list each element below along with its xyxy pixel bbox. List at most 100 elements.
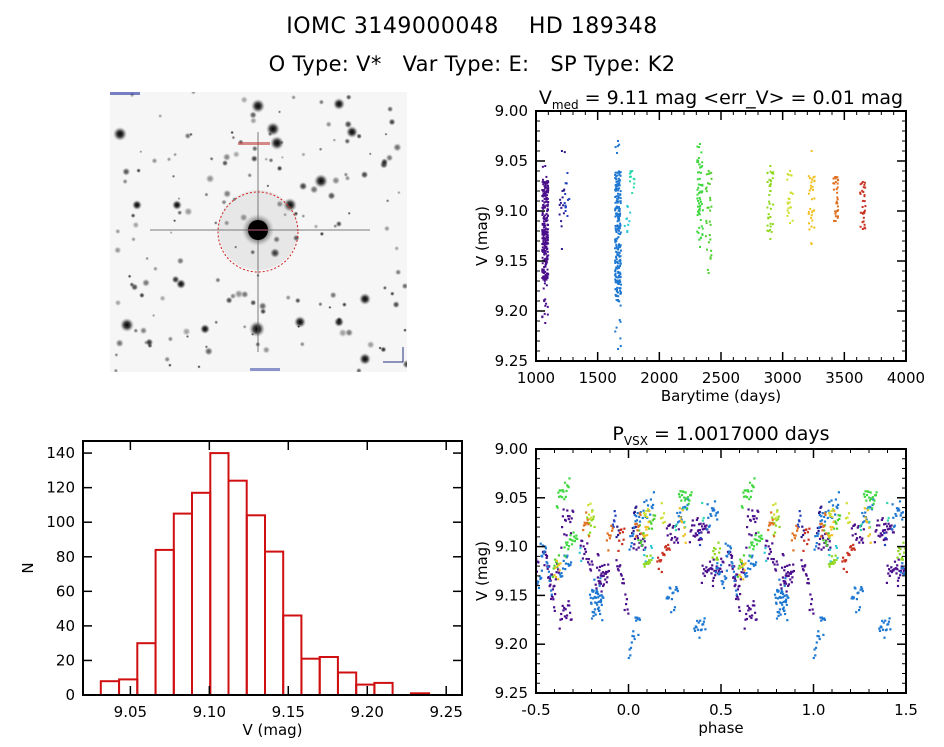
data-point bbox=[834, 220, 837, 222]
star bbox=[251, 145, 258, 152]
data-point bbox=[708, 525, 711, 528]
data-point bbox=[567, 562, 570, 566]
data-point bbox=[745, 617, 748, 621]
data-point bbox=[901, 518, 904, 521]
data-point bbox=[829, 525, 832, 528]
data-point bbox=[718, 572, 721, 575]
data-point bbox=[555, 559, 558, 562]
data-point bbox=[671, 526, 674, 529]
data-point bbox=[598, 565, 602, 568]
data-point bbox=[859, 183, 862, 186]
data-point bbox=[652, 514, 655, 517]
data-point bbox=[614, 171, 617, 174]
data-point bbox=[833, 527, 836, 530]
data-point bbox=[580, 559, 583, 562]
x-axis-label: V (mag) bbox=[242, 721, 302, 739]
data-point bbox=[600, 603, 603, 606]
data-point bbox=[542, 268, 545, 271]
star bbox=[215, 277, 221, 283]
data-point bbox=[647, 520, 650, 524]
data-point bbox=[826, 516, 829, 520]
data-point bbox=[730, 554, 734, 558]
data-point bbox=[544, 237, 547, 240]
data-point bbox=[543, 233, 546, 236]
data-point bbox=[808, 222, 810, 225]
data-point bbox=[845, 559, 848, 562]
data-point bbox=[541, 262, 544, 265]
data-point bbox=[619, 190, 622, 193]
data-point bbox=[619, 200, 622, 203]
data-point bbox=[790, 581, 793, 584]
data-point bbox=[822, 524, 826, 527]
data-point bbox=[787, 583, 790, 586]
data-point bbox=[758, 540, 761, 543]
data-point bbox=[754, 520, 757, 524]
data-point bbox=[751, 554, 754, 557]
data-point bbox=[780, 602, 783, 605]
data-point bbox=[546, 203, 549, 206]
data-point bbox=[789, 222, 792, 224]
data-point bbox=[783, 582, 786, 585]
data-point bbox=[798, 510, 801, 513]
data-point bbox=[751, 614, 754, 617]
star bbox=[294, 211, 298, 216]
data-point bbox=[768, 521, 771, 524]
data-point bbox=[645, 499, 648, 502]
data-point bbox=[888, 568, 891, 571]
data-point bbox=[884, 619, 887, 622]
data-point bbox=[810, 603, 813, 606]
data-point bbox=[548, 585, 551, 588]
data-point bbox=[653, 517, 656, 520]
data-point bbox=[644, 513, 647, 516]
star bbox=[331, 176, 341, 185]
data-point bbox=[786, 575, 789, 578]
data-point bbox=[836, 182, 839, 185]
data-point bbox=[746, 515, 749, 518]
data-point bbox=[545, 220, 548, 223]
data-point bbox=[617, 177, 620, 180]
data-point bbox=[860, 539, 863, 542]
data-point bbox=[749, 495, 752, 498]
data-point bbox=[737, 598, 740, 601]
data-point bbox=[770, 180, 772, 183]
data-point bbox=[728, 564, 731, 567]
data-point bbox=[810, 598, 813, 601]
data-point bbox=[611, 527, 614, 530]
x-tick-label: 9.15 bbox=[272, 703, 305, 721]
data-point bbox=[710, 572, 713, 575]
data-point bbox=[876, 524, 879, 527]
data-point bbox=[746, 575, 749, 578]
data-point bbox=[643, 554, 646, 557]
data-point bbox=[770, 521, 773, 525]
data-point bbox=[567, 518, 570, 521]
data-point bbox=[543, 282, 546, 285]
data-point bbox=[686, 503, 689, 507]
data-point bbox=[547, 187, 550, 189]
star bbox=[344, 120, 353, 129]
data-point bbox=[657, 556, 660, 559]
star bbox=[114, 352, 119, 357]
data-point bbox=[748, 546, 751, 549]
data-point bbox=[867, 535, 870, 538]
data-point bbox=[777, 589, 780, 592]
data-point bbox=[545, 175, 548, 178]
data-point bbox=[601, 619, 604, 622]
data-point bbox=[714, 548, 717, 551]
data-point bbox=[584, 548, 587, 551]
data-point bbox=[643, 534, 646, 537]
data-point bbox=[558, 569, 561, 572]
data-point bbox=[766, 181, 769, 183]
data-point bbox=[784, 612, 787, 616]
y-tick-label: 80 bbox=[56, 548, 75, 566]
data-point bbox=[784, 580, 787, 583]
data-point bbox=[775, 519, 778, 522]
data-point bbox=[893, 524, 896, 527]
data-point bbox=[546, 215, 549, 217]
star bbox=[114, 246, 122, 254]
data-point bbox=[643, 548, 647, 551]
data-point bbox=[709, 223, 712, 226]
data-point bbox=[711, 564, 714, 567]
star bbox=[276, 165, 283, 172]
data-point bbox=[864, 186, 867, 189]
data-point bbox=[558, 573, 562, 576]
